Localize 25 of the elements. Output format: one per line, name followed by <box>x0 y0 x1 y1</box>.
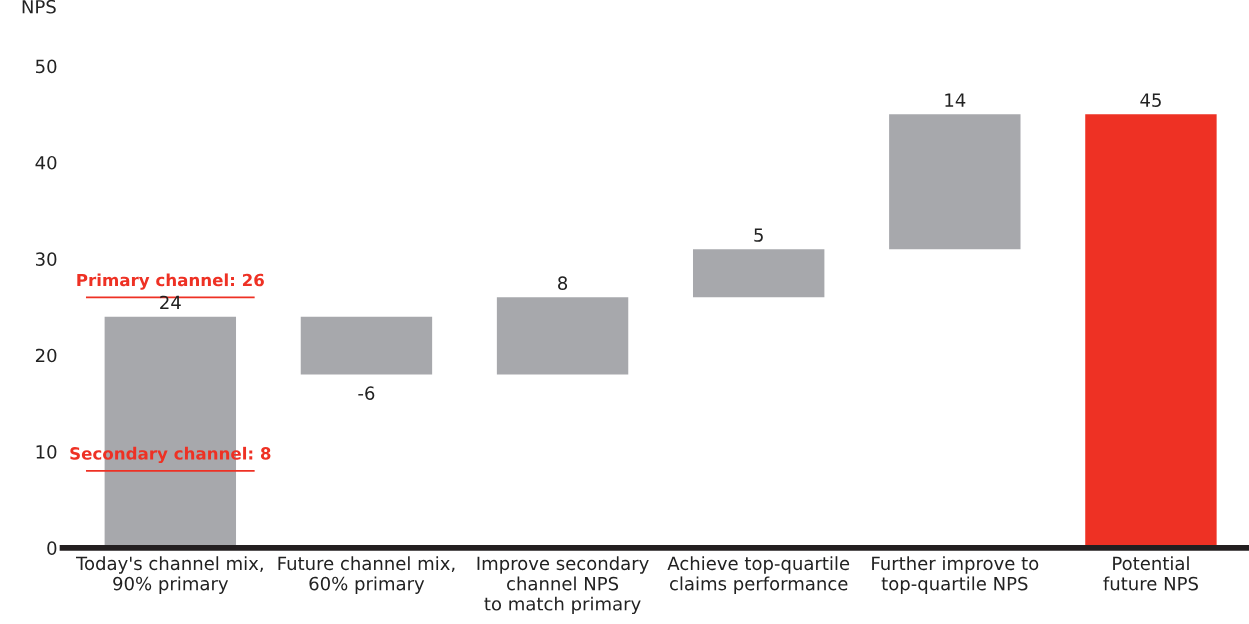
data-label: 8 <box>558 276 568 291</box>
x-tick-label: Achieve top-quartile claims performance <box>667 556 850 594</box>
y-axis-title: NPS <box>22 0 56 14</box>
data-label: 5 <box>754 228 763 242</box>
bar <box>889 114 1021 250</box>
x-tick-label: Further improve to top-quartile NPS <box>872 556 1039 594</box>
x-tick-label: Improve secondary channel NPS to match primary <box>477 556 649 615</box>
bar <box>692 249 825 298</box>
y-tick-label: 0 <box>47 541 57 555</box>
bar <box>300 316 433 375</box>
bar <box>1085 114 1217 548</box>
data-label: 14 <box>945 93 966 107</box>
x-tick-label: Future channel mix, 60% primary <box>278 556 455 594</box>
bar <box>496 297 629 375</box>
y-tick-label: 10 <box>36 444 57 459</box>
y-tick-label: 40 <box>35 155 57 170</box>
y-tick-label: 20 <box>35 348 57 363</box>
data-label: 45 <box>1140 93 1161 107</box>
data-label: 24 <box>160 295 181 310</box>
x-tick-label: Potential future NPS <box>1103 556 1198 591</box>
y-tick-label: 30 <box>35 252 57 266</box>
ref-line-label: Primary channel: 26 <box>77 273 264 290</box>
data-label: -6 <box>358 386 375 400</box>
y-tick-label: 50 <box>36 59 57 74</box>
x-tick-label: Today's channel mix, 90% primary <box>75 556 263 594</box>
